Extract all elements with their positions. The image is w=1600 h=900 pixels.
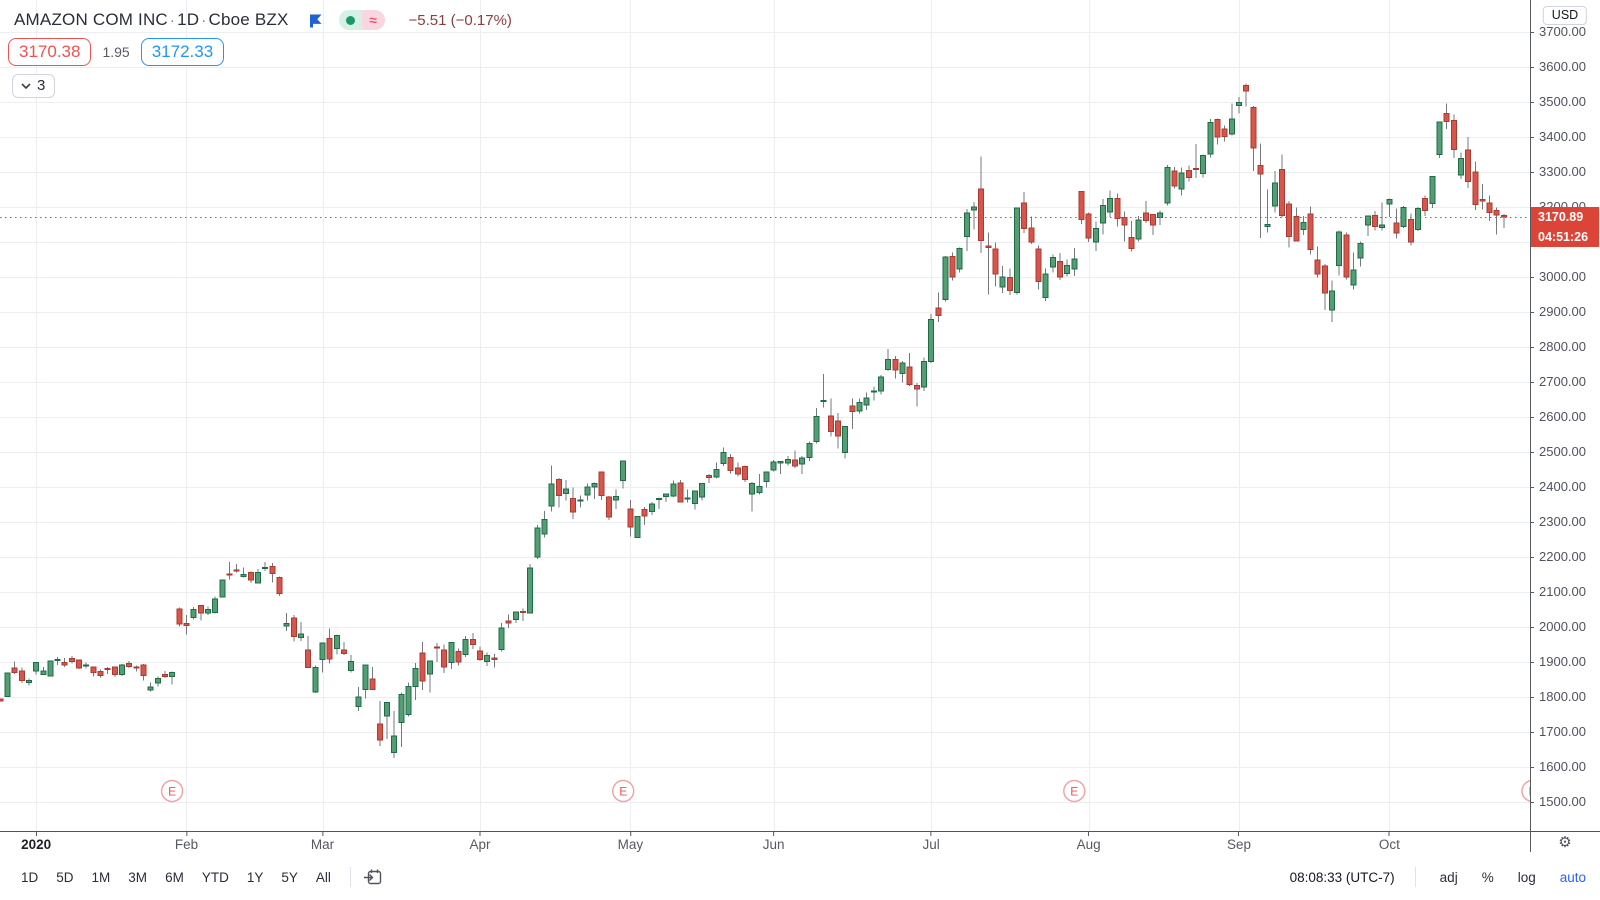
svg-text:E: E — [1070, 785, 1078, 799]
indicators-dropdown-button[interactable]: 3 — [12, 74, 56, 98]
last-price-label: 3170.89 — [1531, 207, 1599, 228]
range-button-1M[interactable]: 1M — [91, 869, 111, 885]
time-tick-label: Aug — [1077, 832, 1101, 852]
time-tick-label: Apr — [470, 832, 491, 852]
svg-text:E: E — [619, 785, 627, 799]
range-button-5Y[interactable]: 5Y — [281, 869, 298, 885]
bar-countdown-label: 04:51:26 — [1531, 227, 1599, 248]
axis-settings-gear-icon[interactable]: ⚙ — [1558, 833, 1572, 851]
time-tick-label: Sep — [1227, 832, 1251, 852]
price-tick-label: 1700.00 — [1530, 724, 1600, 740]
range-button-5D[interactable]: 5D — [56, 869, 74, 885]
price-tick-label: 2100.00 — [1530, 584, 1600, 600]
earnings-marker[interactable]: E — [1521, 780, 1530, 802]
price-tick-label: 2600.00 — [1530, 409, 1600, 425]
earnings-marker[interactable]: E — [612, 779, 635, 803]
earnings-marker[interactable]: E — [160, 779, 184, 803]
price-tick-label: 2000.00 — [1530, 619, 1600, 635]
price-tick-label: 2500.00 — [1530, 444, 1600, 460]
percent-scale-toggle[interactable]: % — [1481, 869, 1494, 885]
toolbar-divider — [349, 867, 351, 887]
price-tick-label: 2700.00 — [1530, 374, 1600, 390]
price-tick-label: 1800.00 — [1530, 689, 1600, 705]
ask-price[interactable]: 3172.33 — [140, 38, 225, 66]
realtime-status-icon — [338, 10, 362, 30]
price-tick-label: 1900.00 — [1530, 654, 1600, 670]
symbol-title[interactable]: AMAZON COM INC · 1D · Cboe BZX — [14, 10, 289, 30]
exchange-label: Cboe BZX — [208, 10, 289, 29]
price-tick-label: 3500.00 — [1530, 94, 1600, 110]
range-button-1Y[interactable]: 1Y — [246, 869, 264, 885]
separator-dot: · — [169, 12, 176, 29]
price-tick-label: 1600.00 — [1530, 759, 1600, 775]
go-to-date-icon[interactable] — [363, 868, 383, 886]
flag-icon[interactable] — [307, 12, 323, 29]
delayed-data-icon: ≈ — [361, 10, 385, 30]
bottom-toolbar: 1D 5D 1M 3M 6M YTD 1Y 5Y All 08:08:33 (UTC-7) ad… — [0, 852, 1600, 900]
bid-ask-spread: 1.95 — [102, 44, 130, 60]
symbol-name: AMAZON COM INC — [14, 10, 168, 29]
svg-text:E: E — [168, 785, 176, 799]
price-tick-label: 2300.00 — [1530, 514, 1600, 530]
interval-label[interactable]: 1D — [177, 10, 200, 29]
price-tick-label: 3300.00 — [1530, 164, 1600, 180]
range-button-YTD[interactable]: YTD — [201, 869, 229, 885]
price-tick-label: 2200.00 — [1530, 549, 1600, 565]
chart-legend: AMAZON COM INC · 1D · Cboe BZX ≈ −5.51 (−0.1… — [8, 8, 512, 98]
range-button-1D[interactable]: 1D — [21, 869, 39, 885]
price-tick-label: 3400.00 — [1530, 129, 1600, 145]
price-tick-label: 3700.00 — [1530, 24, 1600, 40]
clock-display[interactable]: 08:08:33 (UTC-7) — [1289, 869, 1395, 885]
time-tick-label: Jul — [922, 832, 940, 852]
separator-dot: · — [201, 12, 207, 29]
time-tick-label: Mar — [311, 832, 334, 852]
price-axis[interactable]: USD 3700.00 3600.00 3500.00 3400.00 3300.00 3… — [1530, 0, 1600, 831]
chevron-down-icon — [21, 82, 31, 89]
price-tick-label: 2800.00 — [1530, 339, 1600, 355]
price-tick-label: 1500.00 — [1530, 794, 1600, 810]
candlestick-chart[interactable]: EEEE — [0, 0, 1530, 831]
price-axis-border — [1530, 0, 1531, 852]
auto-scale-toggle[interactable]: auto — [1559, 869, 1586, 885]
time-tick-label: Jun — [763, 832, 784, 852]
currency-button[interactable]: USD — [1542, 6, 1588, 25]
price-tick-label: 3000.00 — [1530, 269, 1600, 285]
price-tick-label: 3600.00 — [1530, 59, 1600, 75]
range-button-3M[interactable]: 3M — [128, 869, 148, 885]
time-tick-label: Oct — [1379, 832, 1400, 852]
time-axis[interactable]: 2020 Feb Mar Apr May Jun Jul Aug Sep Oct ⚙ — [0, 831, 1600, 853]
indicator-count: 3 — [37, 77, 46, 94]
price-tick-label: 2400.00 — [1530, 479, 1600, 495]
earnings-marker[interactable]: E — [1063, 779, 1086, 803]
time-tick-label: 2020 — [21, 832, 51, 852]
range-button-All[interactable]: All — [315, 869, 331, 885]
range-button-6M[interactable]: 6M — [165, 869, 184, 885]
toolbar-divider — [1414, 867, 1416, 887]
bid-price[interactable]: 3170.38 — [8, 38, 92, 66]
adjust-data-toggle[interactable]: adj — [1439, 869, 1458, 885]
price-change: −5.51 (−0.17%) — [408, 11, 512, 29]
time-tick-label: May — [618, 832, 643, 852]
time-tick-label: Feb — [175, 832, 198, 852]
svg-text:E: E — [1528, 785, 1530, 799]
data-status-pill[interactable]: ≈ — [338, 10, 385, 30]
log-scale-toggle[interactable]: log — [1517, 869, 1536, 885]
price-tick-label: 2900.00 — [1530, 304, 1600, 320]
